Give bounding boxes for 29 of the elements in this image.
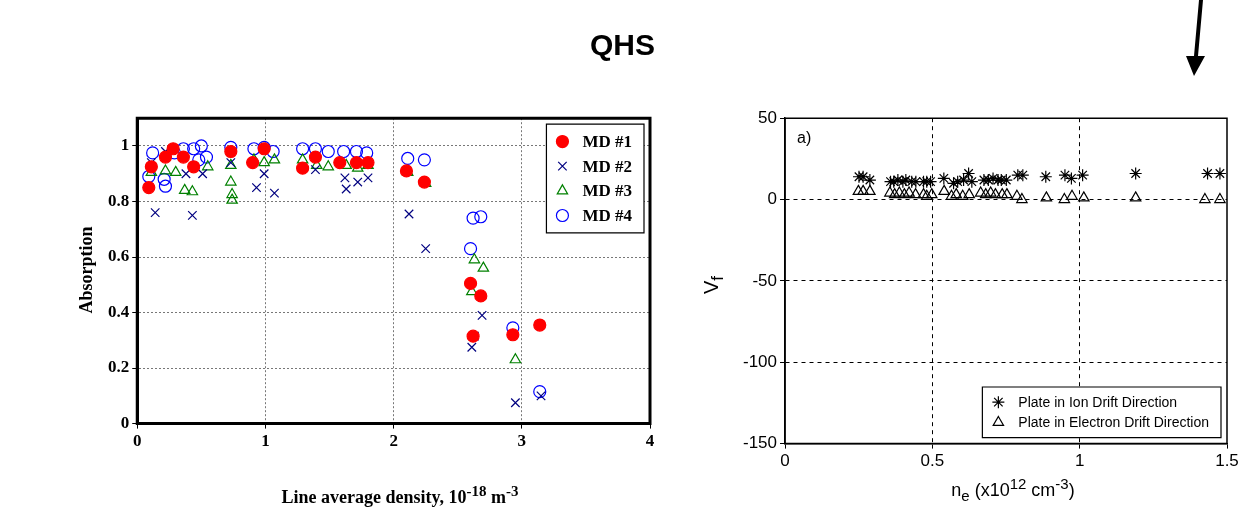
legend-label: Plate in Electron Drift Direction <box>1018 414 1210 431</box>
y-tick-label: -50 <box>752 270 778 290</box>
y-tick-label: 0.2 <box>108 357 130 377</box>
y-tick-label: 0 <box>120 412 130 432</box>
legend-label: Plate in Ion Drift Direction <box>1018 394 1178 411</box>
x-tick-label: 1 <box>1074 451 1085 471</box>
y-axis-title: Absorption <box>75 226 97 314</box>
x-tick-label: 1.5 <box>1215 451 1239 471</box>
x-tick-label: 2 <box>389 431 398 451</box>
x-tick-label: 1 <box>261 431 270 451</box>
legend-label: MD #2 <box>582 156 633 176</box>
x-axis-title: n$_{e}$ (x10$^{12}$ cm$^{-3}$) <box>951 475 1075 504</box>
y-tick-label: 0.6 <box>108 246 130 266</box>
y-tick-label: 0.8 <box>108 190 130 210</box>
y-tick-label: 50 <box>758 107 778 127</box>
y-tick-label: 0.4 <box>108 301 130 321</box>
x-tick-label: 0.5 <box>920 451 945 471</box>
legend-label: MD #4 <box>582 205 633 225</box>
y-tick-label: -100 <box>742 351 778 371</box>
y-tick-label: 1 <box>120 135 130 155</box>
legend-label: MD #1 <box>582 131 633 151</box>
x-axis-title: Line average density, 10$^{-18}$ m$^{-3}$ <box>281 483 519 508</box>
x-tick-label: 4 <box>645 431 655 451</box>
annotation: a) <box>797 128 812 146</box>
x-tick-label: 3 <box>517 431 527 451</box>
y-tick-label: -150 <box>742 433 778 453</box>
chart-title: QHS <box>589 28 656 62</box>
y-tick-label: 0 <box>767 189 778 209</box>
legend-label: MD #3 <box>582 181 633 201</box>
